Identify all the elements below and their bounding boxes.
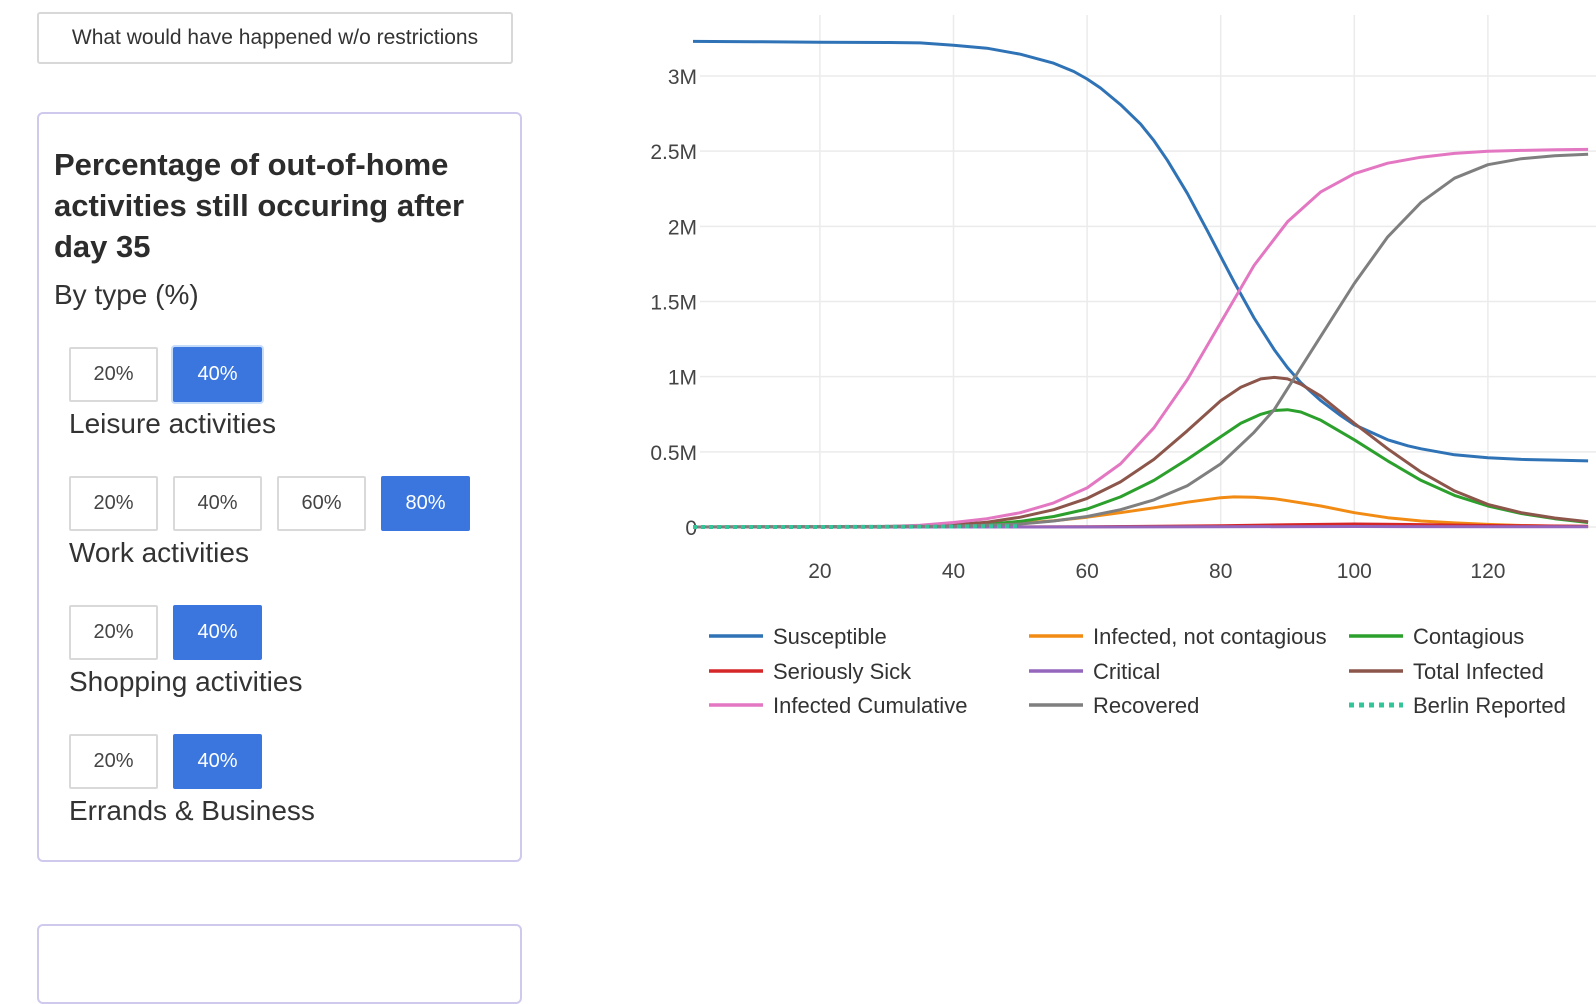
legend-label: Berlin Reported: [1413, 693, 1566, 718]
x-tick-label: 60: [1075, 560, 1098, 583]
y-tick-label: 2.5M: [650, 141, 697, 164]
legend-label: Infected, not contagious: [1093, 624, 1327, 649]
series-line-7: [692, 152, 1589, 529]
shopping-activities-label: Shopping activities: [69, 666, 303, 697]
panel-subtitle: By type (%): [54, 279, 199, 310]
work-activities-group: 20% 40% 60% 80% Work activities: [69, 476, 470, 569]
series-line-1: [692, 495, 1589, 529]
leisure-option-20[interactable]: 20%: [69, 347, 158, 402]
y-tick-label: 0.5M: [650, 442, 697, 465]
legend-label: Seriously Sick: [773, 659, 912, 684]
activities-panel: Percentage of out-of-home activities sti…: [37, 112, 522, 862]
legend-label: Susceptible: [773, 624, 887, 649]
series-line-0: [692, 39, 1589, 463]
legend-label: Critical: [1093, 659, 1160, 684]
x-tick-label: 40: [942, 560, 965, 583]
legend-label: Contagious: [1413, 624, 1524, 649]
shopping-option-20[interactable]: 20%: [69, 605, 158, 660]
shopping-activities-group: 20% 40% Shopping activities: [69, 605, 302, 698]
what-if-no-restrictions-button[interactable]: What would have happened w/o restriction…: [37, 12, 513, 64]
series-line-5: [692, 375, 1589, 529]
x-axis-tick-labels: 20 40 60 80 100 120: [808, 560, 1505, 583]
work-option-40[interactable]: 40%: [173, 476, 262, 531]
errands-option-20[interactable]: 20%: [69, 734, 158, 789]
chart-series-lines: [692, 39, 1589, 529]
legend-label: Total Infected: [1413, 659, 1544, 684]
y-tick-label: 3M: [668, 66, 697, 89]
work-activities-label: Work activities: [69, 537, 249, 568]
shopping-option-40[interactable]: 40%: [173, 605, 262, 660]
leisure-activities-label: Leisure activities: [69, 408, 276, 439]
work-option-80[interactable]: 80%: [381, 476, 470, 531]
work-option-20[interactable]: 20%: [69, 476, 158, 531]
legend-label: Recovered: [1093, 693, 1199, 718]
x-tick-label: 20: [808, 560, 831, 583]
panel-title: Percentage of out-of-home activities sti…: [54, 147, 465, 264]
legend-label: Infected Cumulative: [773, 693, 967, 718]
series-line-2: [692, 408, 1589, 529]
work-option-60[interactable]: 60%: [277, 476, 366, 531]
y-tick-label: 0: [685, 517, 697, 540]
chart-grid: [700, 15, 1596, 528]
x-tick-label: 100: [1337, 560, 1372, 583]
y-axis-tick-labels: 0 0.5M 1M 1.5M 2M 2.5M 3M: [650, 66, 697, 540]
x-tick-label: 120: [1470, 560, 1505, 583]
x-tick-label: 80: [1209, 560, 1232, 583]
errands-business-label: Errands & Business: [69, 795, 315, 826]
leisure-activities-group: 20% 40% Leisure activities: [69, 347, 276, 440]
y-tick-label: 1M: [668, 367, 697, 390]
leisure-option-40[interactable]: 40%: [173, 347, 262, 402]
epidemic-line-chart: 0 0.5M 1M 1.5M 2M 2.5M 3M 20 40 60 80 100 120 Susce…: [650, 15, 1596, 718]
y-tick-label: 1.5M: [650, 292, 697, 315]
chart-legend: Susceptible Infected, not contagious Conta…: [709, 624, 1566, 718]
errands-business-group: 20% 40% Errands & Business: [69, 734, 315, 827]
errands-option-40[interactable]: 40%: [173, 734, 262, 789]
series-line-8: [693, 524, 1021, 529]
y-tick-label: 2M: [668, 216, 697, 239]
series-line-6: [692, 147, 1589, 529]
